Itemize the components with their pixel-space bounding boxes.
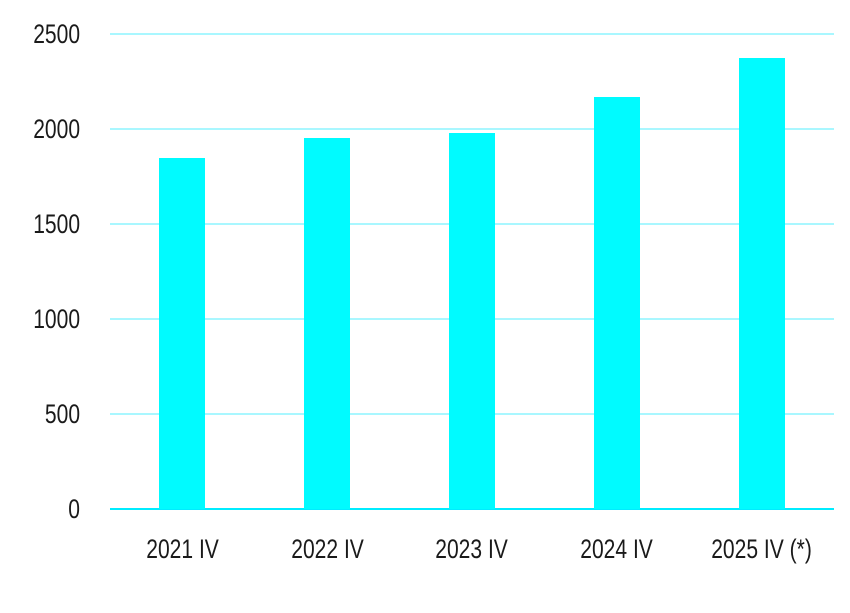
x-tick-label: 2025 IV (*) (711, 533, 812, 564)
y-tick-label: 0 (68, 493, 80, 524)
bar-2025-iv (738, 57, 785, 509)
x-tick-label: 2023 IV (435, 533, 509, 564)
y-axis-tick: 500 (0, 398, 80, 430)
x-tick-label: 2024 IV (580, 533, 654, 564)
x-axis-tick: 2023 IV (400, 533, 545, 565)
y-axis-tick: 0 (0, 493, 80, 525)
x-tick-label: 2022 IV (290, 533, 364, 564)
y-tick-label: 2500 (33, 18, 80, 49)
x-axis-baseline (110, 508, 834, 510)
y-tick-label: 1000 (33, 303, 80, 334)
x-axis-tick: 2025 IV (*) (689, 533, 834, 565)
y-tick-label: 2000 (33, 113, 80, 144)
y-axis-tick: 1000 (0, 303, 80, 335)
bar-2022-iv (304, 137, 351, 509)
x-axis-tick: 2022 IV (255, 533, 400, 565)
bar-2023-iv (449, 132, 495, 509)
y-axis-tick: 2000 (0, 113, 80, 145)
y-tick-label: 1500 (33, 208, 80, 239)
x-tick-label: 2021 IV (146, 533, 219, 564)
x-axis-tick: 2021 IV (110, 533, 255, 565)
y-tick-label: 500 (44, 398, 80, 429)
y-gridline (110, 33, 834, 35)
bar-2024-iv (593, 96, 640, 509)
y-gridline (110, 128, 834, 130)
bar-2021-iv (159, 157, 206, 509)
x-axis-tick: 2024 IV (544, 533, 689, 565)
y-axis-tick: 1500 (0, 208, 80, 240)
y-axis-tick: 2500 (0, 18, 80, 50)
